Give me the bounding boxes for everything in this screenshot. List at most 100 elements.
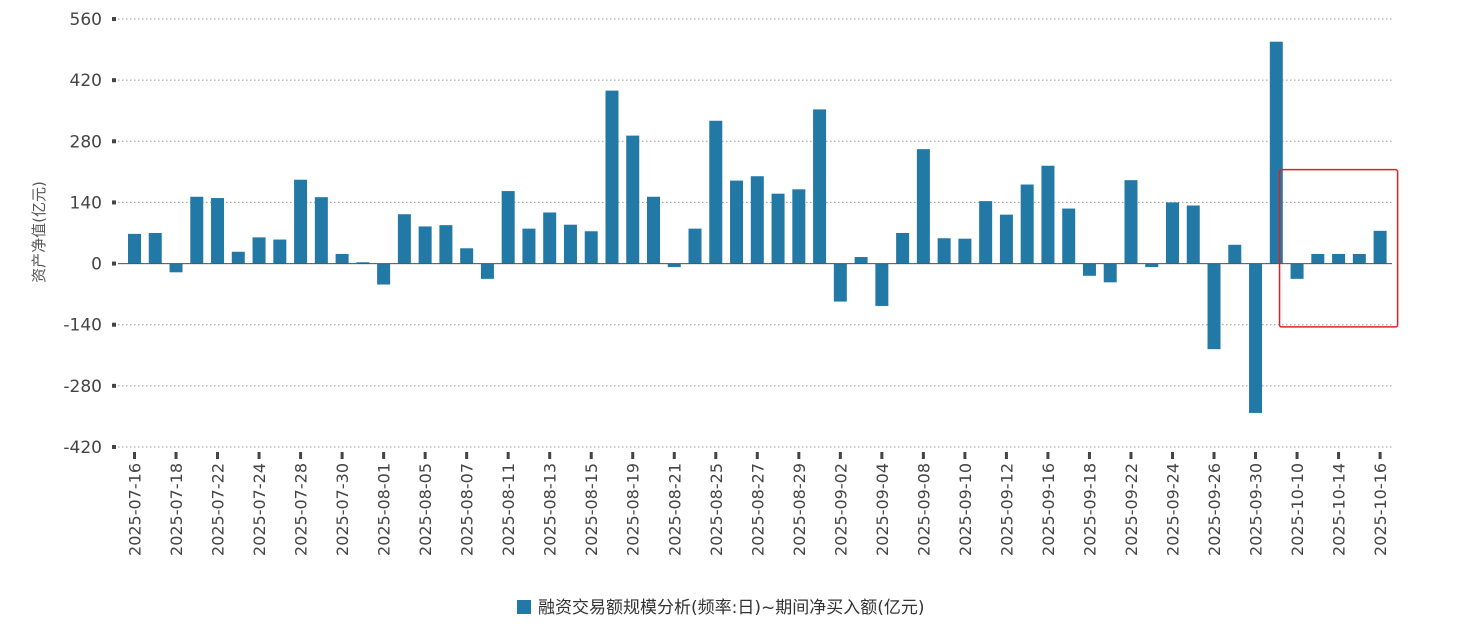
bar [813,109,827,264]
x-tick-mark [506,452,510,459]
bar [1145,263,1159,268]
bar [439,225,453,264]
x-tick-mark [838,452,842,459]
y-tick-label: 0 [91,255,102,275]
x-tick-mark [1337,452,1341,459]
x-tick-mark [423,452,427,459]
x-tick-mark [1378,452,1382,459]
y-tick-label: 560 [70,10,102,30]
x-tick-label: 2025-09-30 [1247,463,1266,556]
bar [1166,202,1179,264]
x-tick-mark [1046,452,1050,459]
bars [118,41,1392,413]
y-tick-label: 140 [70,193,102,213]
x-tick-label: 2025-09-04 [873,463,892,556]
bar [854,257,868,264]
bar [1269,41,1283,264]
x-tick-mark [1212,452,1216,459]
y-tick-label: 420 [70,71,102,91]
y-tick-label: -140 [63,316,102,336]
bar [314,197,328,264]
y-tick-mark [112,78,116,83]
bar [709,120,723,264]
x-tick-label: 2025-08-21 [665,463,684,556]
bar [605,90,619,264]
bar [1249,263,1263,413]
y-tick-label: -280 [63,377,102,397]
bar [730,180,744,264]
y-tick-label: 280 [70,132,102,152]
x-tick-label: 2025-07-22 [209,463,228,556]
y-tick-mark [112,139,116,144]
x-tick-label: 2025-09-26 [1205,463,1224,556]
x-tick-label: 2025-07-30 [333,463,352,556]
bar [377,263,391,285]
bar [356,262,370,264]
x-tick-label: 2025-09-10 [956,463,975,556]
x-tick-mark [340,452,344,459]
bar [1062,208,1076,264]
bar [916,149,930,264]
x-tick-label: 2025-08-15 [582,463,601,556]
bar [626,135,640,264]
bar [1103,263,1117,283]
bar [833,263,847,302]
x-tick-mark [797,452,801,459]
bar [501,191,515,264]
x-tick-mark [1087,452,1091,459]
x-tick-mark [133,452,136,459]
x-tick-mark [714,452,718,459]
x-tick-label: 2025-10-14 [1330,463,1349,556]
x-tick-label: 2025-08-29 [790,463,809,556]
x-tick-mark [880,452,884,459]
x-tick-label: 2025-07-24 [250,463,269,556]
x-tick-label: 2025-08-25 [707,463,726,556]
x-tick-mark [1004,452,1008,459]
x-tick-label: 2025-08-11 [499,463,518,556]
bar [979,201,993,264]
bar [211,198,225,264]
bar [750,176,764,264]
x-tick-label: 2025-10-16 [1371,463,1390,556]
bar [522,228,536,264]
x-tick-mark [216,452,220,459]
x-tick-label: 2025-09-22 [1122,463,1141,556]
x-tick-label: 2025-10-10 [1288,463,1307,556]
bar [792,189,806,264]
bar [1082,263,1096,276]
y-tick-mark [112,445,116,449]
bar [584,231,598,264]
y-tick-mark [112,383,116,388]
bar [688,228,702,264]
x-tick-label: 2025-08-07 [458,463,477,556]
x-tick-mark [257,452,261,459]
bar [480,263,494,279]
bar [937,238,951,264]
x-tick-mark [672,452,676,459]
bar [1041,165,1055,264]
bar [896,233,910,264]
x-tick-label: 2025-08-05 [416,463,435,556]
bar [231,251,245,264]
bar [1290,263,1304,279]
y-tick-mark [112,322,116,327]
x-tick-mark [963,452,967,459]
bar [1207,263,1221,350]
bar [647,196,660,264]
bar [999,214,1013,264]
bar [1228,244,1242,264]
x-tick-mark [755,452,759,459]
x-tick-label: 2025-07-28 [292,463,311,556]
x-tick-label: 2025-09-18 [1080,463,1099,556]
bar [1311,253,1325,264]
bar [418,226,432,264]
bar [563,224,577,264]
bar [1352,253,1366,264]
x-tick-mark [1129,452,1133,459]
bar [252,237,266,264]
x-tick-label: 2025-09-12 [997,463,1016,556]
bar [397,214,411,264]
bar [543,212,557,264]
